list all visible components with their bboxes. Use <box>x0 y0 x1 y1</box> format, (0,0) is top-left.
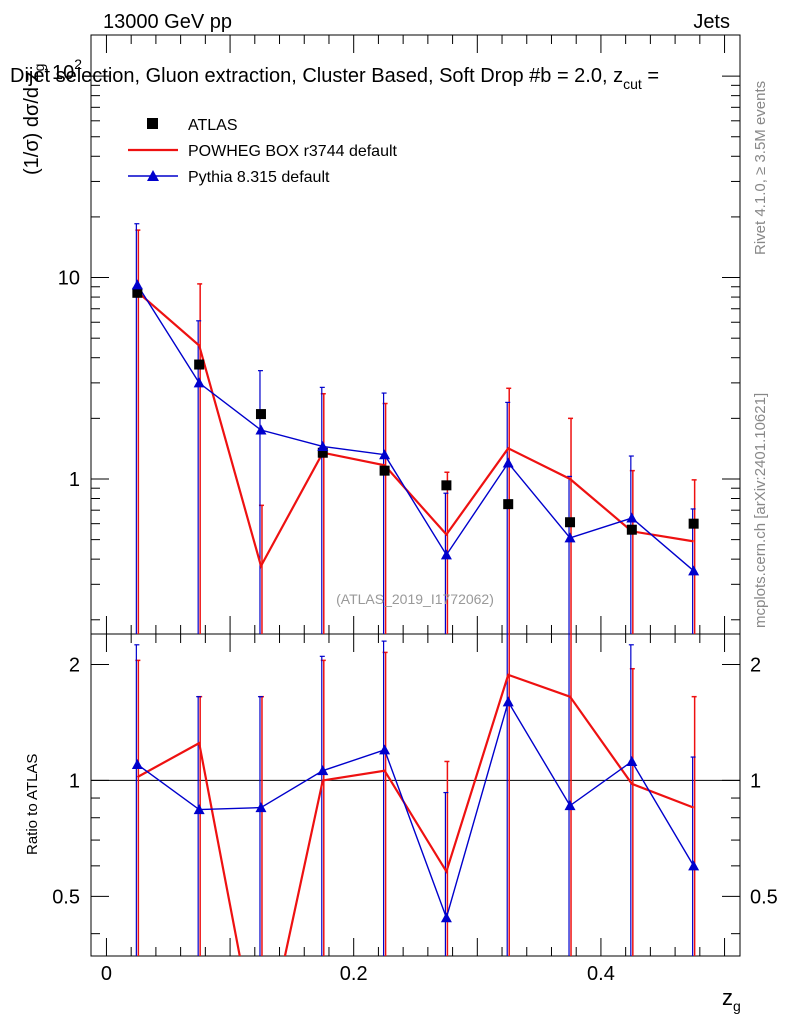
ratio-powheg-line <box>136 673 695 956</box>
rivet-label: Rivet 4.1.0, ≥ 3.5M events <box>752 81 769 255</box>
legend-label: Pythia 8.315 default <box>188 169 330 186</box>
ratio-pythia-point <box>626 755 638 766</box>
ratio-pythia-point <box>193 804 205 815</box>
y-axis-label-main: (1/σ) dσ/d zg <box>21 64 47 175</box>
main-panel <box>131 223 700 634</box>
pythia-point <box>502 457 514 468</box>
plot-title: Dijet selection, Gluon extraction, Clust… <box>10 65 659 92</box>
pythia-point <box>131 279 143 290</box>
pythia-point <box>626 512 638 523</box>
ratio-pythia-point <box>317 765 329 776</box>
atlas-point <box>565 517 576 528</box>
legend-label: POWHEG BOX r3744 default <box>188 143 398 160</box>
x-tick-label: 0 <box>101 963 112 985</box>
ratio-pythia-point <box>564 800 576 811</box>
ratio-tick-label-right: 0.5 <box>750 886 778 908</box>
ratio-tick-label-right: 2 <box>750 654 761 676</box>
ratio-tick-label-right: 1 <box>750 770 761 792</box>
ratio-pythia-point <box>379 744 391 755</box>
ratio-pythia-point <box>131 758 143 769</box>
atlas-point <box>503 499 514 510</box>
ylabel-main-sub: g <box>31 64 47 72</box>
atlas-point <box>255 409 266 420</box>
atlas-point <box>317 447 328 458</box>
y-tick-top-exp: 2 <box>74 56 82 72</box>
ylabel-main-text: (1/σ) dσ/d z <box>21 71 43 175</box>
ratio-tick-label-left: 0.5 <box>52 886 80 908</box>
atlas-point <box>626 524 637 535</box>
ratio-tick-label-left: 2 <box>69 654 80 676</box>
title-tail: = 2.0, z <box>551 65 623 87</box>
x-tick-label: 0.4 <box>587 963 615 985</box>
y-tick-top-base: 10 <box>52 62 74 84</box>
xlabel-sub: g <box>733 998 741 1014</box>
powheg-line <box>136 290 694 569</box>
ratio-pythia-point <box>255 802 267 813</box>
atlas-point <box>441 480 452 491</box>
ratio-pythia-line <box>136 700 695 920</box>
atlas-point <box>379 465 390 476</box>
atlas-point <box>194 359 205 370</box>
y-tick-label-top: 102 <box>52 56 82 84</box>
legend: ATLAS POWHEG BOX r3744 default Pythia 8.31… <box>128 117 398 186</box>
x-axis-label: zg <box>722 985 741 1014</box>
plot-frames: 1 10 0.5 0.5 1 1 2 2 0 0.2 0.4 <box>52 34 778 985</box>
ratio-tick-label-left: 1 <box>69 770 80 792</box>
atlas-point <box>688 518 699 529</box>
pythia-point <box>688 565 700 576</box>
pythia-point <box>317 440 329 451</box>
pythia-point <box>193 377 205 388</box>
pythia-point <box>255 424 267 435</box>
x-tick-label: 0.2 <box>340 963 368 985</box>
xlabel-text: z <box>722 985 733 1010</box>
legend-atlas-marker <box>147 118 158 129</box>
pythia-line <box>136 284 695 572</box>
ratio-frame <box>90 633 741 957</box>
y-tick-label-10: 10 <box>58 268 80 290</box>
mcplots-label: mcplots.cern.ch [arXiv:2401.10621] <box>752 393 769 628</box>
ratio-pythia-point <box>688 860 700 871</box>
y-tick-label-1: 1 <box>69 469 80 491</box>
title-sub: cut <box>623 76 642 92</box>
title-end: = <box>642 65 659 87</box>
ratio-panel <box>91 634 740 956</box>
pythia-point <box>564 532 576 543</box>
y-axis-label-ratio: Ratio to ATLAS <box>24 754 41 855</box>
legend-label: ATLAS <box>188 117 238 134</box>
header-right: Jets <box>693 11 730 33</box>
ratio-pythia-point <box>502 696 514 707</box>
title-main: Dijet selection, Gluon extraction, Clust… <box>10 65 551 87</box>
legend-pythia-marker <box>147 170 159 181</box>
pythia-point <box>440 549 452 560</box>
ratio-pythia-point <box>440 912 452 923</box>
header-left: 13000 GeV pp <box>103 11 232 33</box>
pythia-point <box>379 449 391 460</box>
analysis-watermark: (ATLAS_2019_I1772062) <box>336 591 494 607</box>
atlas-point <box>132 287 143 298</box>
